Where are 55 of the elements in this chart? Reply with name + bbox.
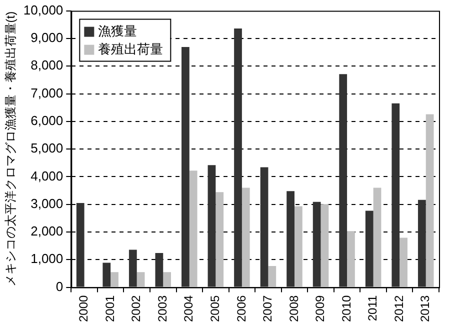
bar xyxy=(216,192,224,287)
bar xyxy=(339,74,348,287)
y-tick-label: 8,000 xyxy=(30,58,64,73)
bar xyxy=(268,266,276,287)
legend-label: 養殖出荷量 xyxy=(98,41,164,56)
bar xyxy=(208,165,216,287)
bar xyxy=(234,28,242,287)
bar xyxy=(102,262,111,287)
y-tick-label: 7,000 xyxy=(30,85,64,100)
y-tick-label: 10,000 xyxy=(23,2,64,18)
bar xyxy=(136,272,145,287)
x-tick-label: 2002 xyxy=(129,294,144,322)
x-tick-label: 2013 xyxy=(418,294,432,322)
bar xyxy=(128,250,137,287)
x-tick-label: 2011 xyxy=(366,294,380,322)
y-tick-label: 4,000 xyxy=(30,168,64,184)
bar xyxy=(320,204,329,287)
bar xyxy=(286,191,294,287)
y-tick-label: 3,000 xyxy=(30,196,64,211)
legend-label: 漁獲量 xyxy=(98,23,138,38)
x-tick-label: 2009 xyxy=(313,294,328,322)
y-tick-label: 5,000 xyxy=(30,140,64,156)
bar xyxy=(155,253,164,287)
bar xyxy=(110,272,118,287)
bar xyxy=(182,47,190,287)
x-tick-label: 2012 xyxy=(392,294,406,322)
bar xyxy=(426,114,434,287)
bar xyxy=(163,272,172,287)
bar xyxy=(418,200,426,287)
bar xyxy=(365,210,374,287)
x-tick-label: 2010 xyxy=(339,294,354,322)
bar xyxy=(400,238,408,287)
bar xyxy=(76,202,84,287)
y-tick-label: 1,000 xyxy=(30,251,64,266)
x-tick-label: 2004 xyxy=(182,294,196,322)
x-tick-label: 2003 xyxy=(155,294,170,322)
y-tick-label: 9,000 xyxy=(30,30,64,46)
bar xyxy=(260,167,268,287)
x-tick-label: 2005 xyxy=(208,294,222,322)
bar xyxy=(347,231,355,287)
bar xyxy=(392,103,400,287)
y-tick-label: 0 xyxy=(56,278,64,294)
x-tick-label: 2001 xyxy=(102,294,117,322)
bar xyxy=(242,188,250,287)
y-tick-label: 2,000 xyxy=(30,224,64,239)
y-axis-title: メキシコの太平洋クロマグロ漁獲量・養殖出荷量(t) xyxy=(4,11,18,287)
x-tick-label: 2006 xyxy=(234,294,248,322)
y-tick-label: 6,000 xyxy=(30,112,64,128)
bar xyxy=(189,170,198,287)
bar xyxy=(373,188,382,287)
x-tick-label: 2007 xyxy=(260,294,275,322)
bar xyxy=(294,206,302,287)
x-tick-label: 2000 xyxy=(76,294,91,322)
bar xyxy=(312,202,321,287)
x-tick-label: 2008 xyxy=(286,294,301,322)
